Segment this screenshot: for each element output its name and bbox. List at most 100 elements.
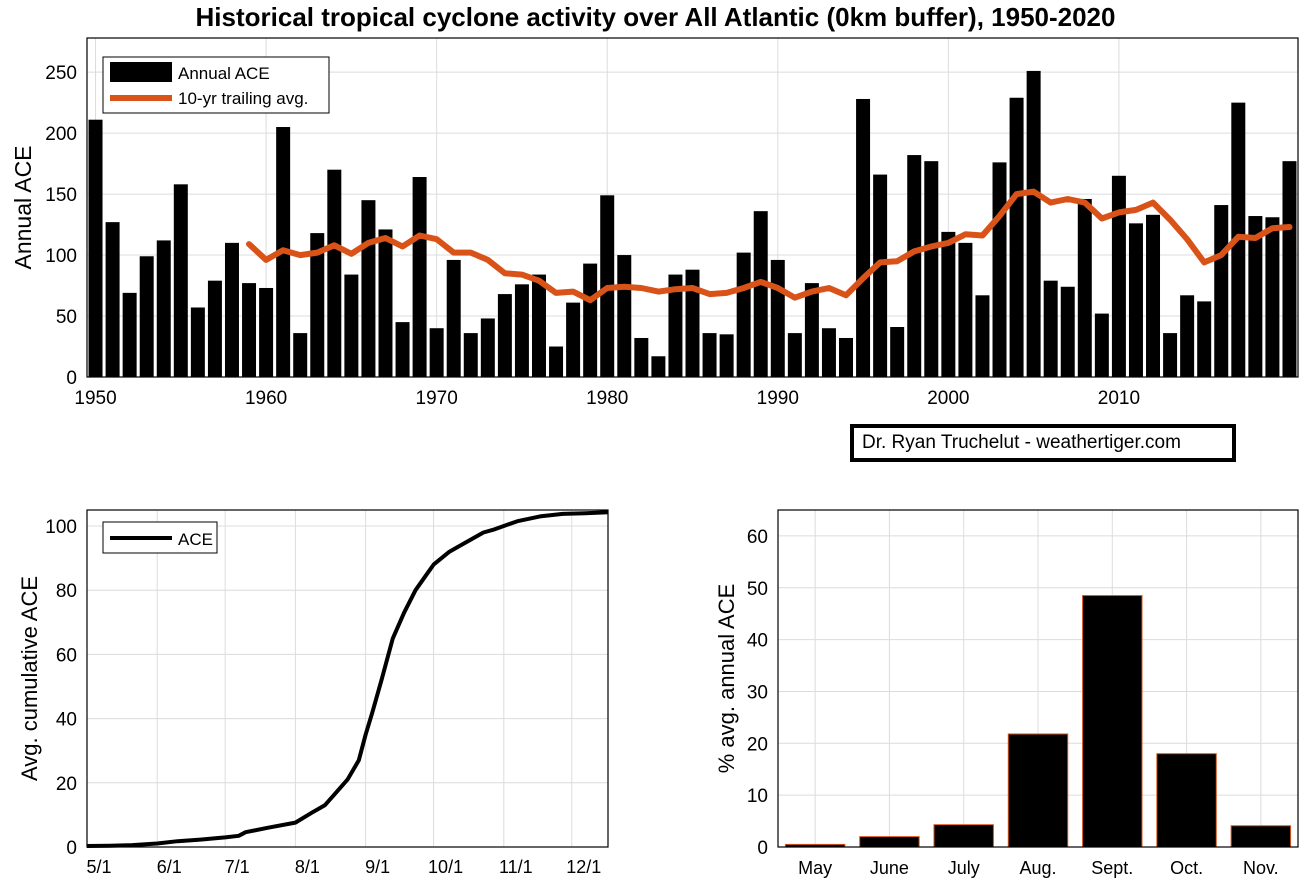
chart-title: Historical tropical cyclone activity ove… <box>195 2 1116 32</box>
annual-ace-bar <box>122 292 137 377</box>
annual-xtick-label: 2010 <box>1098 388 1140 409</box>
annual-ace-bar <box>1043 280 1058 377</box>
cumulative-xtick-label: 7/1 <box>225 857 250 877</box>
annual-ace-bar <box>975 295 990 377</box>
monthly-bar <box>1007 733 1069 848</box>
annual-ace-bar <box>327 169 342 377</box>
cumulative-xtick-label: 6/1 <box>157 857 182 877</box>
monthly-ytick-label: 30 <box>747 682 768 703</box>
monthly-bar <box>859 836 920 848</box>
monthly-bar <box>1082 595 1143 848</box>
annual-ace-bar <box>992 162 1007 377</box>
annual-ace-bar <box>344 274 359 377</box>
cumulative-plot-area <box>87 510 608 847</box>
annual-ace-bar <box>1094 313 1109 377</box>
legend-label-avg: 10-yr trailing avg. <box>178 89 308 108</box>
monthly-ylabel: % avg. annual ACE <box>714 584 739 774</box>
monthly-xtick-label: Aug. <box>1019 858 1056 878</box>
cumulative-ytick-label: 80 <box>56 581 77 602</box>
annual-ytick-label: 100 <box>45 246 77 267</box>
monthly-ytick-label: 40 <box>747 631 768 652</box>
annual-ace-bar <box>139 256 154 377</box>
cumulative-legend-label: ACE <box>178 530 213 549</box>
monthly-xtick-label: May <box>798 858 832 878</box>
annual-ace-bar <box>634 337 649 377</box>
annual-ace-bar <box>958 242 973 377</box>
cumulative-ytick-label: 100 <box>45 517 77 538</box>
monthly-xtick-label: July <box>948 858 980 878</box>
annual-ace-bar <box>1060 286 1075 377</box>
annual-ace-bar <box>446 259 461 377</box>
cumulative-xtick-label: 8/1 <box>295 857 320 877</box>
cumulative-ytick-label: 40 <box>56 710 77 731</box>
monthly-ytick-label: 60 <box>747 527 768 548</box>
annual-ace-bar <box>941 231 956 377</box>
cumulative-ace-line <box>86 510 609 848</box>
annual-ace-bar <box>1009 97 1024 377</box>
annual-ace-bar <box>583 263 598 377</box>
annual-ace-bar <box>651 356 666 377</box>
annual-ace-bar <box>310 233 325 377</box>
cumulative-axes-frame <box>86 509 609 848</box>
monthly-xtick-label: June <box>870 858 909 878</box>
annual-ytick-label: 0 <box>66 368 77 389</box>
annual-ace-bar <box>770 259 785 377</box>
annual-ace-bar <box>1248 216 1263 377</box>
legend-label-annual: Annual ACE <box>178 64 270 83</box>
monthly-ytick-label: 20 <box>747 734 768 755</box>
annual-ace-bar <box>1111 175 1126 377</box>
annual-ace-bar <box>88 119 103 377</box>
cumulative-ytick-label: 60 <box>56 645 77 666</box>
annual-ace-bar <box>224 242 239 377</box>
annual-ylabel: Annual ACE <box>10 145 36 269</box>
annual-ace-bar <box>804 283 819 377</box>
annual-ace-bar <box>753 211 768 377</box>
annual-ace-bar <box>617 255 632 377</box>
monthly-xtick-label: Oct. <box>1170 858 1203 878</box>
annual-xtick-label: 1980 <box>586 388 628 409</box>
annual-ace-bar <box>821 328 836 377</box>
annual-ace-bar <box>480 318 495 377</box>
annual-ace-bar <box>531 274 546 377</box>
cumulative-xtick-label: 9/1 <box>365 857 390 877</box>
annual-ace-bar <box>787 333 802 377</box>
annual-ace-bar <box>668 274 683 377</box>
annual-ace-bar <box>873 174 888 377</box>
annual-ace-bar <box>378 229 393 377</box>
annual-ace-bar <box>839 337 854 377</box>
annual-ace-bar <box>514 284 529 377</box>
cumulative-xtick-label: 12/1 <box>566 857 601 877</box>
annual-ace-bar <box>1077 198 1092 377</box>
annual-axes-frame <box>86 37 1299 378</box>
annual-xtick-label: 2000 <box>927 388 969 409</box>
annual-ace-bar <box>702 333 717 377</box>
annual-ace-bar <box>1282 161 1297 377</box>
annual-ace-bar <box>685 269 700 377</box>
cumulative-ytick-label: 20 <box>56 774 77 795</box>
monthly-bar <box>1230 825 1292 848</box>
cumulative-ytick-label: 0 <box>66 838 77 859</box>
monthly-bar <box>1156 753 1217 848</box>
monthly-xtick-label: Nov. <box>1243 858 1279 878</box>
annual-xtick-label: 1960 <box>245 388 287 409</box>
annual-ace-bar <box>173 184 188 377</box>
annual-ace-bar <box>497 294 512 377</box>
monthly-bar <box>933 824 994 848</box>
annual-ace-bar <box>242 283 257 377</box>
annual-ytick-label: 200 <box>45 124 77 145</box>
annual-xtick-label: 1970 <box>416 388 458 409</box>
cumulative-xtick-label: 10/1 <box>428 857 463 877</box>
annual-ace-bar <box>1214 205 1229 377</box>
monthly-ytick-label: 50 <box>747 579 768 600</box>
annual-ace-bar <box>1163 333 1178 377</box>
annual-ace-bar <box>907 155 922 377</box>
annual-ytick-label: 50 <box>56 307 77 328</box>
trailing-avg-line <box>246 188 1293 304</box>
annual-ace-bar <box>395 322 410 377</box>
annual-ace-bar <box>736 252 751 377</box>
legend-swatch-bar <box>110 62 172 82</box>
annual-ace-bar <box>293 333 308 377</box>
annual-ace-bar <box>719 334 734 377</box>
annual-ace-bar <box>463 333 478 377</box>
